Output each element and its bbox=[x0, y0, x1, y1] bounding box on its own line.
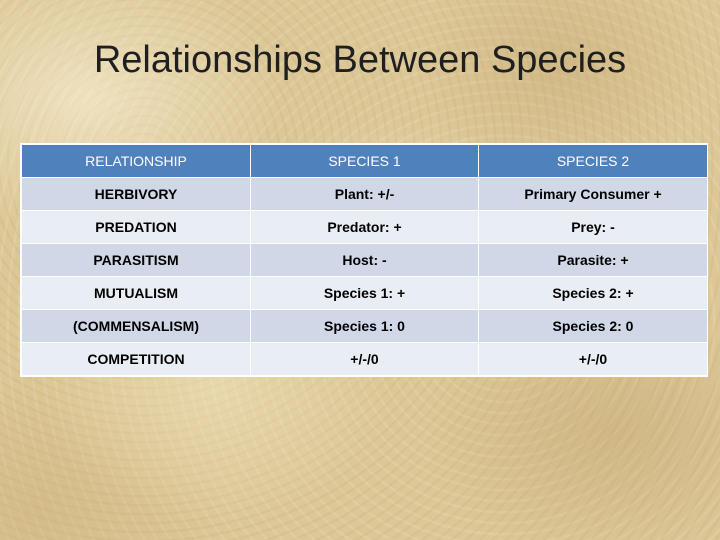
table-cell: MUTUALISM bbox=[21, 276, 251, 310]
table-cell: HERBIVORY bbox=[21, 177, 251, 211]
table-cell: Species 2: 0 bbox=[478, 309, 708, 343]
table-cell: (COMMENSALISM) bbox=[21, 309, 251, 343]
table-cell: PARASITISM bbox=[21, 243, 251, 277]
table-row: (COMMENSALISM) Species 1: 0 Species 2: 0 bbox=[21, 309, 708, 343]
table-row: PREDATION Predator: + Prey: - bbox=[21, 210, 708, 244]
slide-title: Relationships Between Species bbox=[93, 39, 627, 81]
table-cell: Predator: + bbox=[250, 210, 479, 244]
table-cell: Host: - bbox=[250, 243, 479, 277]
table-row: COMPETITION +/-/0 +/-/0 bbox=[21, 342, 708, 376]
header-species-2: SPECIES 2 bbox=[478, 144, 708, 178]
table-header-row: RELATIONSHIP SPECIES 1 SPECIES 2 bbox=[21, 144, 708, 178]
table-cell: Prey: - bbox=[478, 210, 708, 244]
table-cell: Species 1: + bbox=[250, 276, 479, 310]
table-cell: PREDATION bbox=[21, 210, 251, 244]
header-relationship: RELATIONSHIP bbox=[21, 144, 251, 178]
table-cell: +/-/0 bbox=[478, 342, 708, 376]
table-cell: Primary Consumer + bbox=[478, 177, 708, 211]
table-row: HERBIVORY Plant: +/- Primary Consumer + bbox=[21, 177, 708, 211]
relationships-table: RELATIONSHIP SPECIES 1 SPECIES 2 HERBIVO… bbox=[20, 143, 708, 377]
table-cell: Parasite: + bbox=[478, 243, 708, 277]
table-cell: COMPETITION bbox=[21, 342, 251, 376]
header-species-1: SPECIES 1 bbox=[250, 144, 479, 178]
table-cell: Plant: +/- bbox=[250, 177, 479, 211]
table-cell: Species 2: + bbox=[478, 276, 708, 310]
table-cell: Species 1: 0 bbox=[250, 309, 479, 343]
table-cell: +/-/0 bbox=[250, 342, 479, 376]
table-row: PARASITISM Host: - Parasite: + bbox=[21, 243, 708, 277]
table-row: MUTUALISM Species 1: + Species 2: + bbox=[21, 276, 708, 310]
